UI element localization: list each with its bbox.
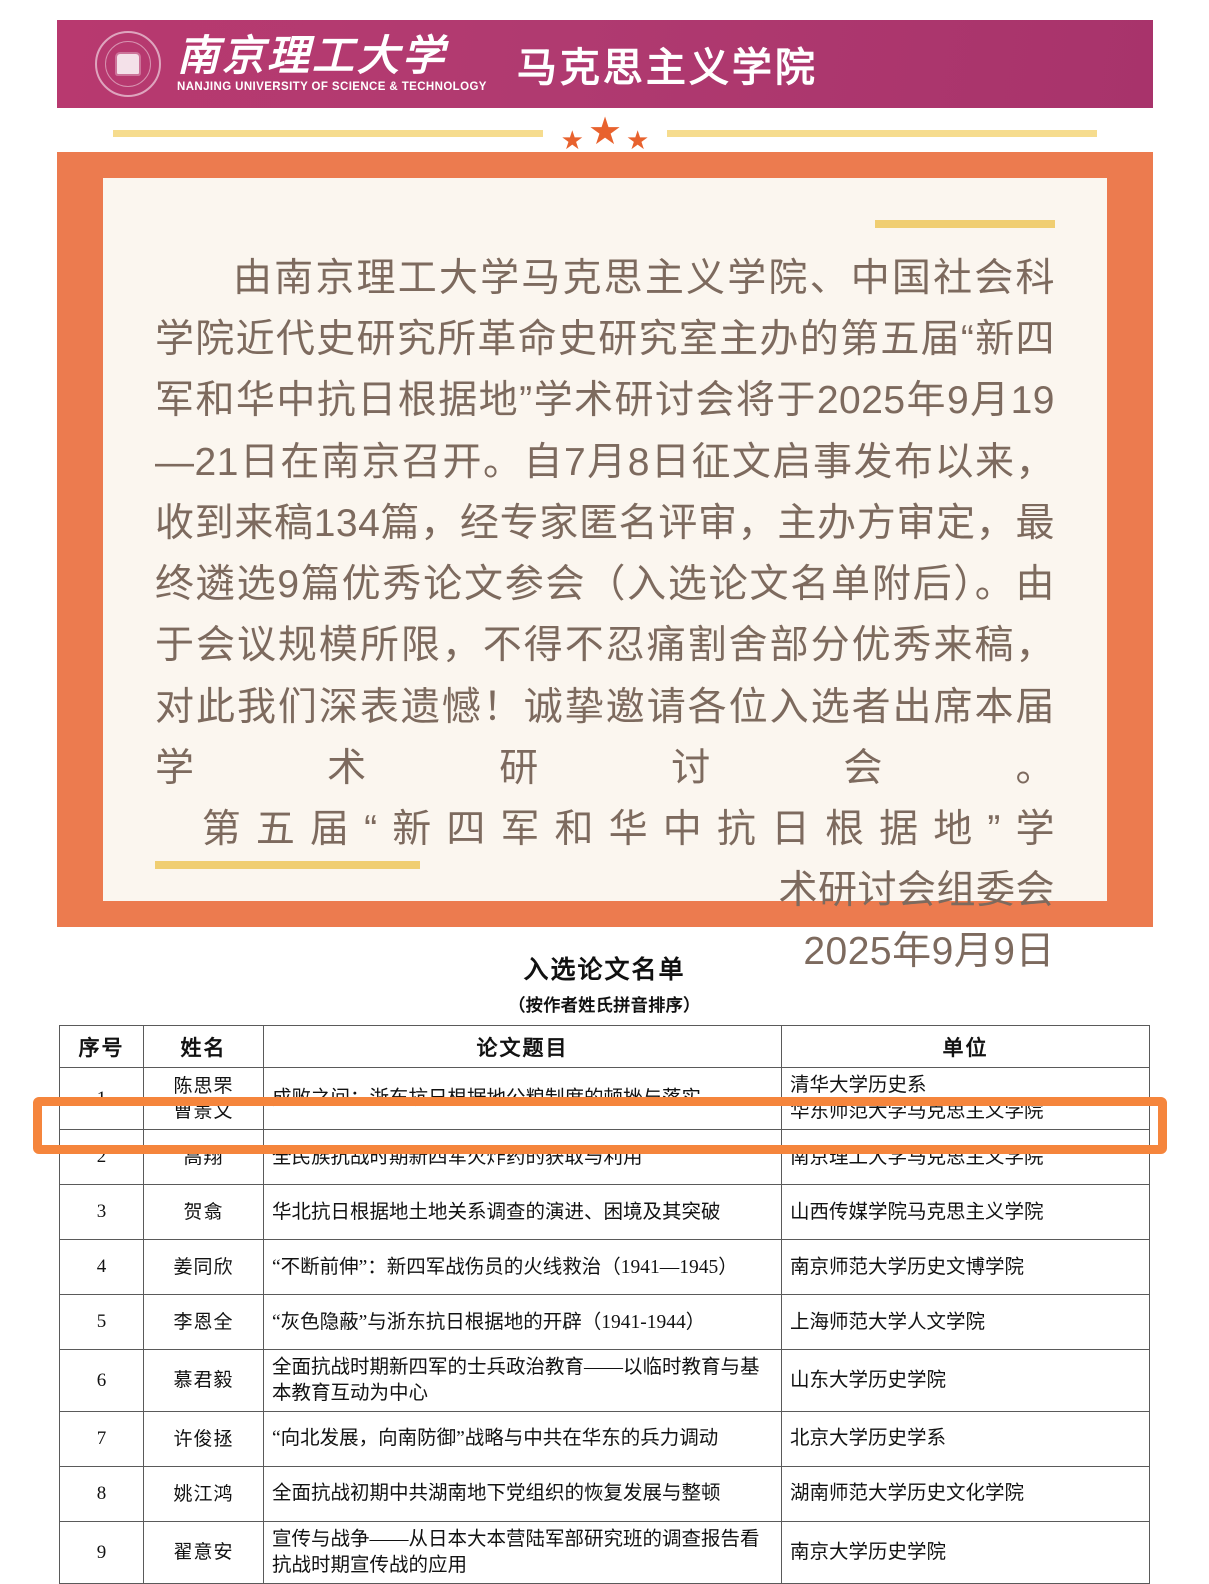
cell-paper-title: 全面抗战初期中共湖南地下党组织的恢复发展与整顿 xyxy=(263,1466,782,1523)
signature-date: 2025年9月9日 xyxy=(803,930,1055,974)
table-row[interactable]: 1 陈思罘 曹景文 成败之间：浙东抗日根据地公粮制度的顿挫与落实 清华大学历史系 华东师范… xyxy=(59,1066,1150,1131)
table-row[interactable]: 7 许俊拯 “向北发展，向南防御”战略与中共在华东的兵力调动 北京大学历史学系 xyxy=(59,1411,1150,1468)
divider-line-left xyxy=(112,129,543,137)
signature-line-2: 术研讨会组委会 xyxy=(778,869,1055,913)
cell-organization: 湖南师范大学历史文化学院 xyxy=(781,1466,1150,1523)
signature-line-1: 第五届“新四军和华中抗日根据地”学 xyxy=(201,807,1055,851)
cell-author: 慕君毅 xyxy=(143,1349,264,1413)
column-header-name: 姓名 xyxy=(143,1025,264,1068)
notice-card: 由南京理工大学马克思主义学院、中国社会科学院近代史研究所革命史研究室主办的第五届… xyxy=(57,152,1153,973)
cell-author: 贺翕 xyxy=(143,1184,264,1241)
cell-organization: 山西传媒学院马克思主义学院 xyxy=(781,1184,1150,1241)
cell-index: 1 xyxy=(59,1066,144,1131)
cell-index: 2 xyxy=(59,1129,144,1186)
paper-list-title: 入选论文名单 xyxy=(523,957,686,984)
cell-paper-title: 全民族抗战时期新四军火炸药的获取与利用 xyxy=(263,1129,782,1186)
table-row[interactable]: 3 贺翕 华北抗日根据地土地关系调查的演进、困境及其突破 山西传媒学院马克思主义学院 xyxy=(59,1184,1150,1241)
star-icon-right: ★ xyxy=(626,125,650,155)
table-row[interactable]: 4 姜同欣 “不断前伸”：新四军战伤员的火线救治（1941—1945） 南京师范大学历… xyxy=(59,1239,1150,1296)
paper-list-section: 入选论文名单 （按作者姓氏拼音排序） 序号 姓名 论文题目 单位 1 陈思罘 曹景文… xyxy=(0,950,1209,1584)
cell-author: 姜同欣 xyxy=(143,1239,264,1296)
cell-index: 4 xyxy=(59,1239,144,1296)
university-name-cn: 南京理工大学 xyxy=(177,33,448,80)
cell-index: 9 xyxy=(59,1521,144,1584)
accent-bar-bottom-left xyxy=(155,861,420,869)
cell-author: 许俊拯 xyxy=(143,1411,264,1468)
cell-paper-title: 成败之间：浙东抗日根据地公粮制度的顿挫与落实 xyxy=(263,1066,782,1131)
cell-author: 姚江鸿 xyxy=(143,1466,264,1523)
cell-paper-title: 华北抗日根据地土地关系调查的演进、困境及其突破 xyxy=(263,1184,782,1241)
star-divider: ★ ★ ★ xyxy=(57,113,1153,153)
table-body: 1 陈思罘 曹景文 成败之间：浙东抗日根据地公粮制度的顿挫与落实 清华大学历史系 华东师范… xyxy=(59,1066,1150,1584)
table-row[interactable]: 8 姚江鸿 全面抗战初期中共湖南地下党组织的恢复发展与整顿 湖南师范大学历史文化学院 xyxy=(59,1466,1150,1523)
cell-organization: 南京大学历史学院 xyxy=(781,1521,1150,1584)
column-header-index: 序号 xyxy=(59,1025,144,1068)
accent-bar-top-right xyxy=(875,220,1055,228)
paper-list-table: 序号 姓名 论文题目 单位 1 陈思罘 曹景文 成败之间：浙东抗日根据地公粮制度的顿挫… xyxy=(59,1025,1150,1584)
star-icon-left: ★ xyxy=(560,125,584,155)
divider-line-right xyxy=(667,129,1098,137)
table-row[interactable]: 6 慕君毅 全面抗战时期新四军的士兵政治教育——以临时教育与基本教育互动为中心 山东大… xyxy=(59,1349,1150,1413)
notice-paper: 由南京理工大学马克思主义学院、中国社会科学院近代史研究所革命史研究室主办的第五届… xyxy=(103,178,1107,973)
university-name-en: NANJING UNIVERSITY OF SCIENCE & TECHNOLO… xyxy=(177,81,487,94)
department-name: 马克思主义学院 xyxy=(516,46,818,90)
cell-organization: 山东大学历史学院 xyxy=(781,1349,1150,1413)
notice-body: 由南京理工大学马克思主义学院、中国社会科学院近代史研究所革命史研究室主办的第五届… xyxy=(155,248,1055,799)
signature-block: 第五届“新四军和华中抗日根据地”学 术研讨会组委会 2025年9月9日 xyxy=(155,799,1055,983)
paper-list-subtitle: （按作者姓氏拼音排序） xyxy=(508,996,701,1015)
cell-index: 6 xyxy=(59,1349,144,1413)
table-row[interactable]: 2 高翔 全民族抗战时期新四军火炸药的获取与利用 南京理工大学马克思主义学院 xyxy=(59,1129,1150,1186)
cell-organization: 上海师范大学人文学院 xyxy=(781,1294,1150,1351)
cell-paper-title: “不断前伸”：新四军战伤员的火线救治（1941—1945） xyxy=(263,1239,782,1296)
cell-organization: 南京师范大学历史文博学院 xyxy=(781,1239,1150,1296)
cell-paper-title: “向北发展，向南防御”战略与中共在华东的兵力调动 xyxy=(263,1411,782,1468)
cell-author: 李恩全 xyxy=(143,1294,264,1351)
cell-paper-title: 宣传与战争——从日本大本营陆军部研究班的调查报告看抗战时期宣传战的应用 xyxy=(263,1521,782,1584)
header-banner: 南京理工大学 NANJING UNIVERSITY OF SCIENCE & T… xyxy=(57,20,1153,108)
column-header-org: 单位 xyxy=(781,1025,1150,1068)
table-header-row: 序号 姓名 论文题目 单位 xyxy=(59,1025,1150,1068)
cell-index: 7 xyxy=(59,1411,144,1468)
table-row[interactable]: 5 李恩全 “灰色隐蔽”与浙东抗日根据地的开辟（1941-1944） 上海师范大学人文… xyxy=(59,1294,1150,1351)
cell-paper-title: “灰色隐蔽”与浙东抗日根据地的开辟（1941-1944） xyxy=(263,1294,782,1351)
cell-organization: 清华大学历史系 华东师范大学马克思主义学院 xyxy=(781,1066,1150,1131)
table-head: 序号 姓名 论文题目 单位 xyxy=(59,1025,1150,1068)
star-icon-center: ★ xyxy=(587,111,623,153)
cell-author: 高翔 xyxy=(143,1129,264,1186)
cell-author: 陈思罘 曹景文 xyxy=(143,1066,264,1131)
university-seal-icon xyxy=(95,31,161,97)
cell-paper-title: 全面抗战时期新四军的士兵政治教育——以临时教育与基本教育互动为中心 xyxy=(263,1349,782,1413)
divider-stars: ★ ★ ★ xyxy=(543,113,668,153)
notice-paragraph: 由南京理工大学马克思主义学院、中国社会科学院近代史研究所革命史研究室主办的第五届… xyxy=(155,257,1055,790)
table-row[interactable]: 9 翟意安 宣传与战争——从日本大本营陆军部研究班的调查报告看抗战时期宣传战的应用南… xyxy=(59,1521,1150,1584)
cell-author: 翟意安 xyxy=(143,1521,264,1584)
university-logo-text: 南京理工大学 NANJING UNIVERSITY OF SCIENCE & T… xyxy=(177,35,487,93)
cell-index: 3 xyxy=(59,1184,144,1241)
cell-organization: 南京理工大学马克思主义学院 xyxy=(781,1129,1150,1186)
column-header-title: 论文题目 xyxy=(263,1025,782,1068)
cell-index: 8 xyxy=(59,1466,144,1523)
cell-index: 5 xyxy=(59,1294,144,1351)
cell-organization: 北京大学历史学系 xyxy=(781,1411,1150,1468)
